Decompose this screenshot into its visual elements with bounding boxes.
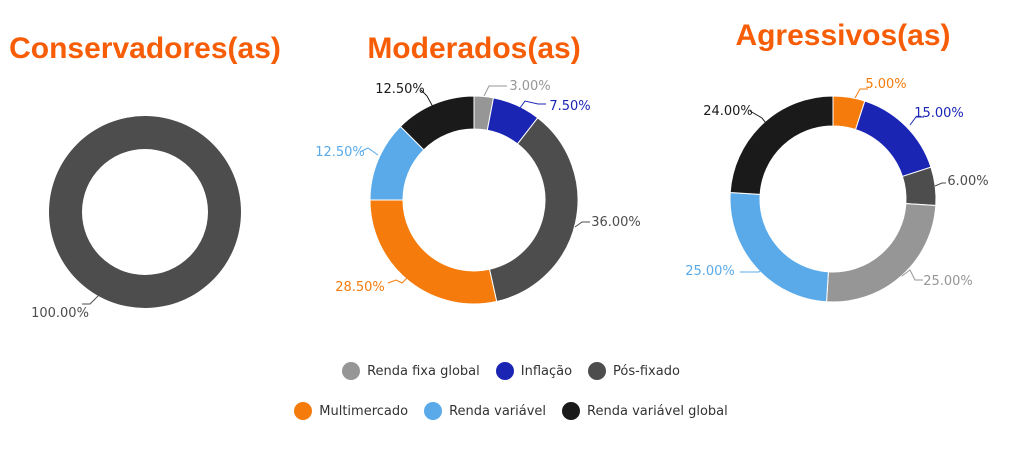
- legend-swatch: [424, 402, 443, 420]
- legend-label: Inflação: [520, 363, 573, 379]
- chart-title: Moderados(as): [367, 32, 580, 65]
- leader-line: [82, 293, 147, 308]
- slice-label: 25.00%: [685, 264, 735, 279]
- slice-renda-variavel[interactable]: [729, 192, 829, 303]
- slice-label: 36.00%: [591, 215, 641, 230]
- legend-row-2: Multimercado Renda variável Renda variável…: [0, 402, 1022, 420]
- slice-renda-fixa-global[interactable]: [826, 203, 937, 303]
- leader-line: [483, 85, 507, 97]
- slice-label: 15.00%: [914, 106, 964, 121]
- legend-item-renda-variavel[interactable]: Renda variável: [424, 402, 546, 420]
- leader-line: [387, 274, 411, 284]
- leader-line: [854, 88, 868, 99]
- slice-pos-fixado[interactable]: [488, 117, 579, 303]
- leader-line: [749, 110, 770, 128]
- legend-item-inflacao[interactable]: Inflação: [495, 362, 573, 380]
- chart-title: Conservadores(as): [9, 32, 281, 65]
- legend-swatch: [294, 402, 313, 420]
- chart-title: Agressivos(as): [735, 19, 950, 52]
- slice-renda-variavel-global[interactable]: [729, 95, 834, 195]
- legend-swatch: [495, 362, 514, 380]
- slice-label: 5.00%: [865, 77, 906, 92]
- legend-label: Pós-fixado: [613, 363, 680, 379]
- slice-label: 25.00%: [923, 274, 973, 289]
- legend-label: Renda fixa global: [367, 363, 480, 379]
- slice-label: 7.50%: [549, 99, 590, 114]
- legend-item-multimercado[interactable]: Multimercado: [294, 402, 408, 420]
- slice-multimercado[interactable]: [369, 199, 498, 305]
- slice-label: 6.00%: [947, 174, 988, 189]
- legend-item-pos-fixado[interactable]: Pós-fixado: [588, 362, 680, 380]
- legend-label: Multimercado: [319, 403, 409, 419]
- legend-item-renda-fixa-global[interactable]: Renda fixa global: [342, 362, 480, 380]
- slice-label: 100.00%: [31, 306, 89, 321]
- leader-line: [359, 147, 379, 156]
- slice-label: 12.50%: [375, 82, 425, 97]
- leader-line: [519, 100, 546, 109]
- legend-row-1: Renda fixa global Inflação Pós-fixado: [0, 362, 1022, 380]
- leader-line: [574, 221, 590, 228]
- leader-line: [934, 182, 946, 187]
- leader-line: [901, 269, 923, 281]
- legend-swatch: [562, 402, 581, 420]
- slice-label: 3.00%: [509, 79, 550, 94]
- legend-label: Renda variável: [449, 403, 547, 419]
- legend-swatch: [588, 362, 607, 380]
- legend-swatch: [342, 362, 361, 380]
- slice-label: 24.00%: [703, 104, 753, 119]
- leader-line: [420, 89, 434, 108]
- slice-renda-variavel-global[interactable]: [399, 95, 475, 151]
- slice-label: 28.50%: [335, 280, 385, 295]
- legend-label: Renda variável global: [587, 403, 728, 419]
- slice-pos-fixado[interactable]: [49, 116, 241, 308]
- leader-line: [909, 116, 924, 126]
- legend-item-renda-variavel-global[interactable]: Renda variável global: [562, 402, 728, 420]
- leader-line: [740, 266, 766, 273]
- slice-label: 12.50%: [315, 145, 365, 160]
